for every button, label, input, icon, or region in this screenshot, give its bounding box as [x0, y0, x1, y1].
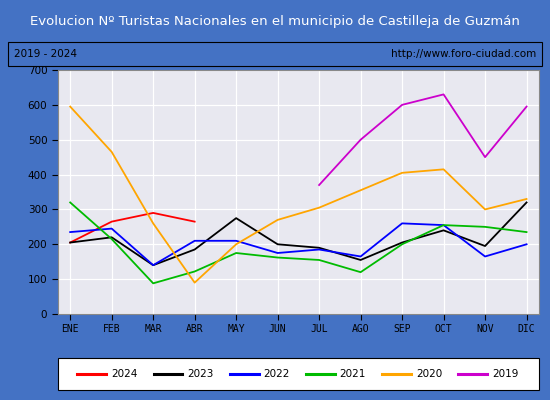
Text: 2019: 2019	[492, 369, 519, 379]
Text: 2022: 2022	[263, 369, 290, 379]
Text: Evolucion Nº Turistas Nacionales en el municipio de Castilleja de Guzmán: Evolucion Nº Turistas Nacionales en el m…	[30, 14, 520, 28]
Text: http://www.foro-ciudad.com: http://www.foro-ciudad.com	[391, 49, 536, 59]
Text: 2024: 2024	[111, 369, 138, 379]
FancyBboxPatch shape	[58, 358, 539, 390]
Text: 2020: 2020	[416, 369, 442, 379]
Text: 2019 - 2024: 2019 - 2024	[14, 49, 76, 59]
Text: 2021: 2021	[340, 369, 366, 379]
Text: 2023: 2023	[188, 369, 213, 379]
